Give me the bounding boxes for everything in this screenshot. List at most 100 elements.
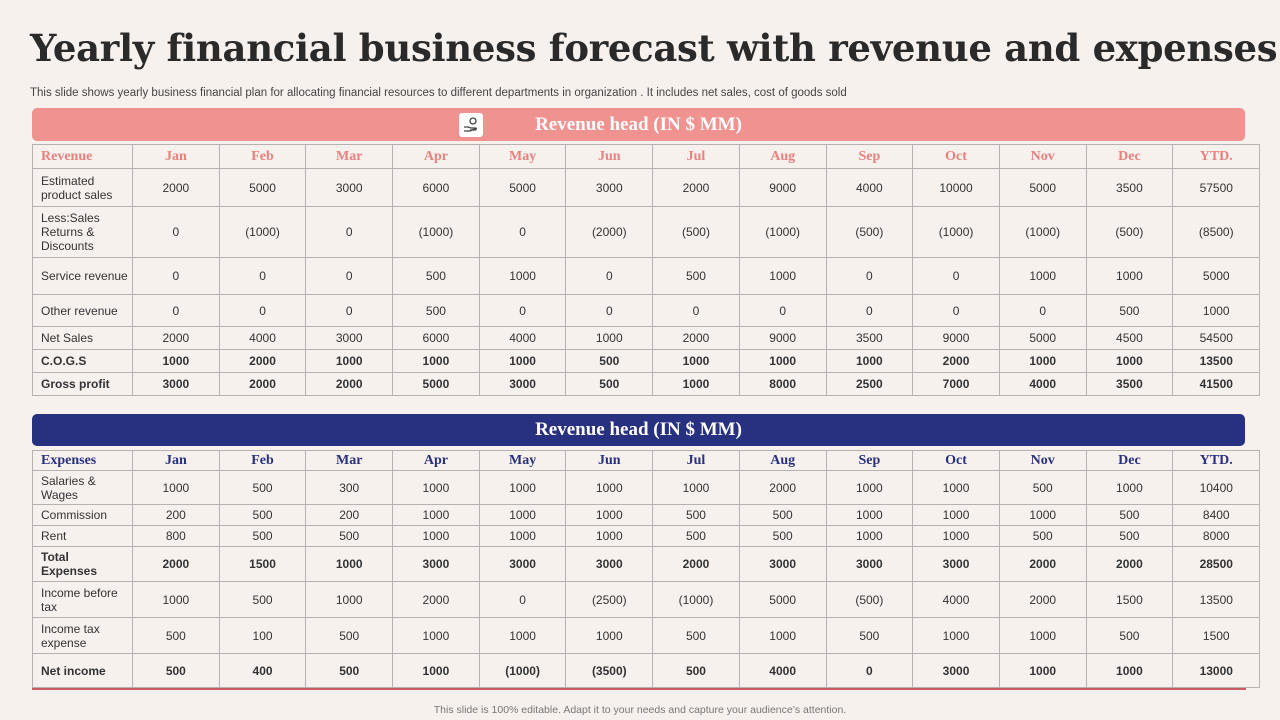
table-cell: 2000 xyxy=(998,546,1087,582)
table-cell: 2000 xyxy=(652,546,740,582)
table-row: Estimated product sales 2000 5000 3000 6000 5… xyxy=(32,168,1261,207)
table-row: Net Sales 2000 4000 3000 6000 4000 1000 2000 900… xyxy=(32,326,1261,350)
table-cell: 1000 xyxy=(392,617,480,654)
table-cell: 8000 xyxy=(1172,525,1261,547)
revenue-header-cell: Oct xyxy=(912,144,1000,169)
table-cell: (2000) xyxy=(565,206,654,258)
table-cell: 5000 xyxy=(998,168,1087,207)
revenue-header-cell: Jul xyxy=(652,144,740,169)
table-cell: 0 xyxy=(305,257,394,295)
table-cell: (1000) xyxy=(392,206,480,258)
table-cell: (1000) xyxy=(652,581,740,618)
table-cell: 500 xyxy=(652,617,740,654)
divider xyxy=(32,688,1246,690)
expenses-table-header: Expenses Jan Feb Mar Apr May Jun Jul Aug Sep Oct No… xyxy=(32,450,1261,471)
table-cell: 4000 xyxy=(912,581,1000,618)
table-cell: 9000 xyxy=(738,168,827,207)
row-label: Estimated product sales xyxy=(32,168,133,207)
expenses-header-cell: Mar xyxy=(305,450,394,471)
table-cell: 1000 xyxy=(478,617,567,654)
table-cell: 3000 xyxy=(132,372,220,396)
expenses-header-cell: Jun xyxy=(565,450,654,471)
table-row: Rent 800 500 500 1000 1000 1000 500 500 1000 1000 5… xyxy=(32,525,1261,547)
table-cell: 28500 xyxy=(1172,546,1261,582)
table-cell: 10000 xyxy=(912,168,1000,207)
table-cell: 500 xyxy=(652,525,740,547)
table-cell: 1000 xyxy=(305,546,394,582)
table-cell: 2000 xyxy=(132,326,220,350)
expenses-table: Expenses Jan Feb Mar Apr May Jun Jul Aug Sep Oct No… xyxy=(32,450,1261,688)
table-cell: 1000 xyxy=(478,504,567,526)
table-cell: 2000 xyxy=(218,349,307,373)
expenses-header-cell: Aug xyxy=(738,450,827,471)
table-cell: 4000 xyxy=(825,168,914,207)
table-cell: 1000 xyxy=(1172,294,1261,327)
revenue-header-cell: YTD. xyxy=(1172,144,1261,169)
table-cell: 500 xyxy=(652,653,740,688)
revenue-header-cell: Jan xyxy=(132,144,220,169)
table-cell: 0 xyxy=(478,581,567,618)
table-cell: 1000 xyxy=(1085,257,1174,295)
table-cell: 0 xyxy=(132,294,220,327)
table-cell: 3500 xyxy=(1085,168,1174,207)
table-cell: 500 xyxy=(392,294,480,327)
table-cell: 1000 xyxy=(912,470,1000,505)
table-cell: 4000 xyxy=(478,326,567,350)
table-cell: 4000 xyxy=(218,326,307,350)
table-cell: (1000) xyxy=(998,206,1087,258)
table-cell: 1000 xyxy=(912,525,1000,547)
table-cell: 0 xyxy=(738,294,827,327)
table-cell: 3000 xyxy=(565,546,654,582)
revenue-header-cell: Apr xyxy=(392,144,480,169)
table-cell: 2000 xyxy=(912,349,1000,373)
table-row: Service revenue 0 0 0 500 1000 0 500 1000 0 0 1000 1… xyxy=(32,257,1261,295)
table-cell: 500 xyxy=(738,504,827,526)
expenses-banner: Revenue head (IN $ MM) xyxy=(32,414,1245,446)
table-cell: 0 xyxy=(825,653,914,688)
table-cell: 2000 xyxy=(218,372,307,396)
expenses-header-cell: Feb xyxy=(218,450,307,471)
revenue-header-cell: Mar xyxy=(305,144,394,169)
row-label: C.O.G.S xyxy=(32,349,133,373)
expenses-header-cell: Dec xyxy=(1085,450,1174,471)
table-row: C.O.G.S 1000 2000 1000 1000 1000 500 1000 1000 10… xyxy=(32,349,1261,373)
table-cell: 3000 xyxy=(825,546,914,582)
table-cell: 2000 xyxy=(738,470,827,505)
table-cell: 500 xyxy=(132,653,220,688)
table-cell: 1000 xyxy=(998,504,1087,526)
table-cell: 1000 xyxy=(912,504,1000,526)
revenue-header-cell: Revenue xyxy=(32,144,133,169)
table-cell: 3000 xyxy=(392,546,480,582)
table-cell: 1000 xyxy=(998,349,1087,373)
table-row: Income tax expense 500 100 500 1000 1000 1000 5… xyxy=(32,617,1261,654)
table-cell: 500 xyxy=(652,257,740,295)
table-cell: 500 xyxy=(565,372,654,396)
table-cell: 0 xyxy=(132,257,220,295)
expenses-header-cell: Jan xyxy=(132,450,220,471)
table-cell: 500 xyxy=(652,504,740,526)
table-cell: (500) xyxy=(825,581,914,618)
table-cell: 500 xyxy=(1085,617,1174,654)
table-cell: 1000 xyxy=(1085,470,1174,505)
table-cell: 6000 xyxy=(392,326,480,350)
table-cell: 300 xyxy=(305,470,394,505)
table-row: Other revenue 0 0 0 500 0 0 0 0 0 0 0 500 1000 xyxy=(32,294,1261,327)
table-cell: 1000 xyxy=(998,257,1087,295)
table-cell: 0 xyxy=(478,206,567,258)
table-cell: 6000 xyxy=(392,168,480,207)
money-hand-icon xyxy=(459,113,483,137)
table-cell: 41500 xyxy=(1172,372,1261,396)
expenses-header-cell: Apr xyxy=(392,450,480,471)
expenses-header-cell: YTD. xyxy=(1172,450,1261,471)
table-row: Salaries & Wages 1000 500 300 1000 1000 1000 10… xyxy=(32,470,1261,505)
table-cell: 13500 xyxy=(1172,349,1261,373)
table-row: Income before tax 1000 500 1000 2000 0 (2500)(… xyxy=(32,581,1261,618)
table-cell: 1000 xyxy=(478,257,567,295)
table-cell: 2000 xyxy=(305,372,394,396)
table-cell: 500 xyxy=(1085,504,1174,526)
table-row: Total Expenses 2000 1500 1000 3000 3000 3000 20… xyxy=(32,546,1261,582)
row-label: Other revenue xyxy=(32,294,133,327)
revenue-header-cell: Jun xyxy=(565,144,654,169)
table-cell: 1000 xyxy=(1085,349,1174,373)
table-cell: 9000 xyxy=(738,326,827,350)
